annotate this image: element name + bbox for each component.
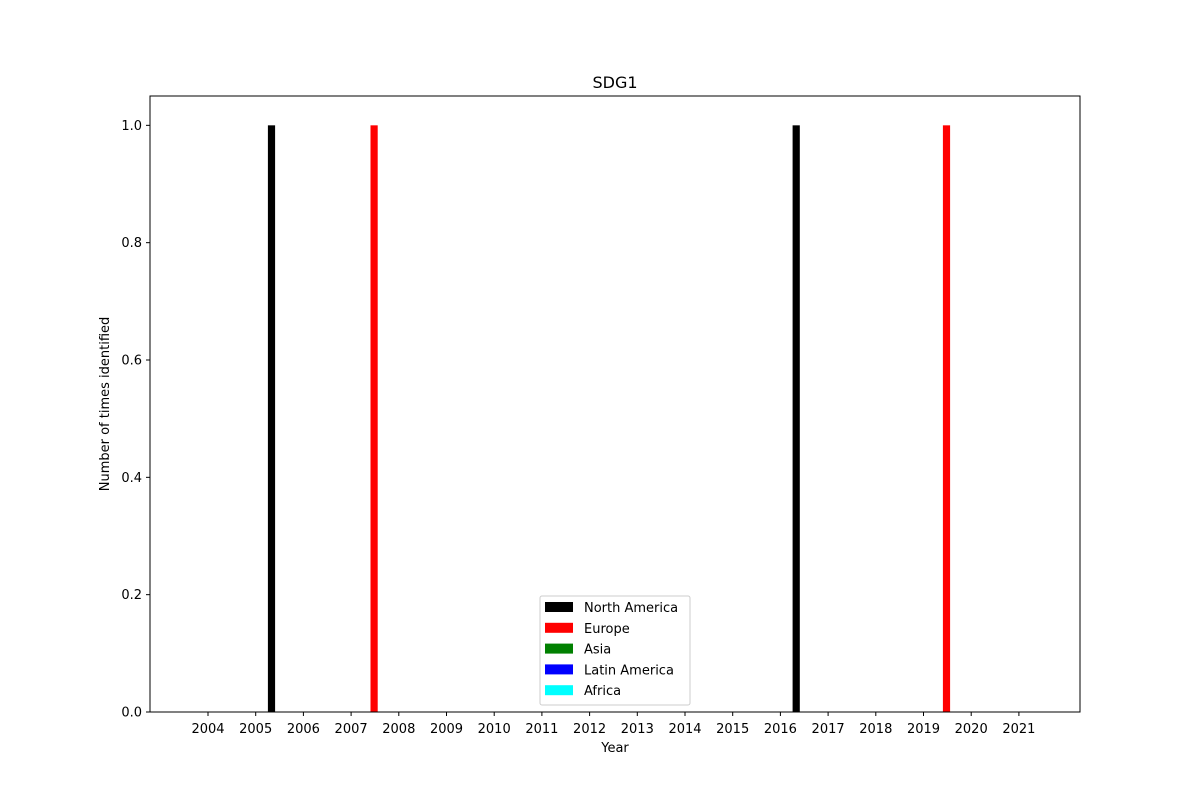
legend-swatch	[545, 685, 573, 696]
x-tick-label: 2016	[764, 722, 797, 737]
legend-swatch	[545, 664, 573, 675]
legend-label: Latin America	[584, 663, 674, 678]
x-tick-label: 2006	[287, 722, 320, 737]
legend-label: Africa	[584, 684, 621, 699]
x-axis: 2004 2005 2006 2007 2008 2009 2010 2011 2012 2013…	[191, 712, 1035, 737]
y-tick-label: 0.8	[121, 236, 142, 251]
y-tick-label: 0.0	[121, 706, 142, 721]
y-axis-title: Number of times identified	[98, 317, 113, 492]
bar-europe-2008	[370, 125, 378, 712]
legend-swatch	[545, 622, 573, 633]
plot-frame	[149, 95, 1081, 713]
legend-label: North America	[584, 601, 678, 616]
legend-label: Asia	[584, 643, 611, 658]
bar-europe-2020	[942, 125, 951, 712]
x-tick-label: 2008	[382, 722, 415, 737]
x-tick-label: 2021	[1002, 722, 1035, 737]
y-axis: 0.0 0.2 0.4 0.6 0.8 1.0	[121, 119, 150, 721]
bars-layer	[267, 125, 951, 712]
x-tick-label: 2014	[668, 722, 701, 737]
bar-north-america-2006	[267, 125, 276, 712]
chart-title: SDG1	[592, 73, 637, 92]
x-axis-title: Year	[600, 741, 629, 756]
x-tick-label: 2011	[525, 722, 558, 737]
x-tick-label: 2018	[859, 722, 892, 737]
legend-swatch	[545, 643, 573, 654]
x-tick-label: 2004	[191, 722, 224, 737]
x-tick-label: 2017	[812, 722, 845, 737]
x-tick-label: 2007	[335, 722, 368, 737]
x-tick-label: 2012	[573, 722, 606, 737]
y-tick-label: 0.4	[121, 471, 142, 486]
y-tick-label: 1.0	[121, 119, 142, 134]
legend-label: Europe	[584, 622, 630, 637]
legend: North America Europe Asia Latin America Afri…	[539, 595, 691, 706]
legend-frame	[539, 595, 691, 706]
x-tick-label: 2013	[621, 722, 654, 737]
x-tick-label: 2015	[716, 722, 749, 737]
x-tick-label: 2019	[907, 722, 940, 737]
x-tick-label: 2010	[478, 722, 511, 737]
y-tick-label: 0.2	[121, 588, 142, 603]
y-tick-label: 0.6	[121, 354, 142, 369]
x-tick-label: 2020	[955, 722, 988, 737]
x-tick-label: 2009	[430, 722, 463, 737]
x-tick-label: 2005	[239, 722, 272, 737]
legend-swatch	[545, 602, 573, 612]
bar-north-america-2017	[792, 125, 800, 712]
